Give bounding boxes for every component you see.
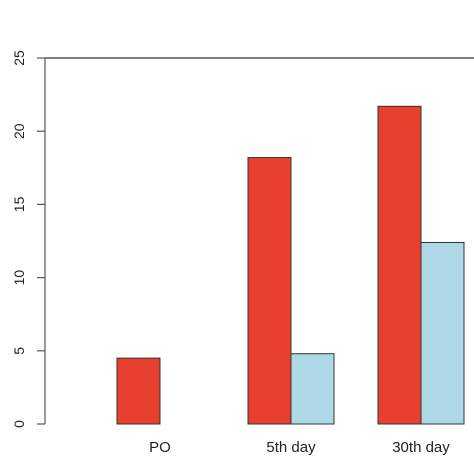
bar-series1-po (116, 357, 161, 425)
x-category-label: PO (149, 439, 171, 456)
y-tick-label: 5 (11, 347, 27, 355)
y-tick-label: 20 (11, 123, 27, 139)
x-axis-labels: PO 5th day 30th day (149, 439, 450, 456)
bar-series1-30th-day (377, 105, 422, 425)
x-category-label: 5th day (266, 439, 316, 456)
y-tick-label: 0 (11, 420, 27, 428)
bar-series2-30th-day (420, 241, 465, 425)
y-tick-label: 10 (11, 270, 27, 286)
y-axis: 0 5 10 15 20 25 (11, 50, 46, 428)
x-category-label: 30th day (392, 439, 450, 456)
bar-series2-5th-day (290, 353, 335, 425)
y-tick-label: 15 (11, 196, 27, 212)
y-tick-label: 25 (11, 50, 27, 66)
bars (116, 105, 465, 425)
bar-series1-5th-day (247, 157, 292, 425)
